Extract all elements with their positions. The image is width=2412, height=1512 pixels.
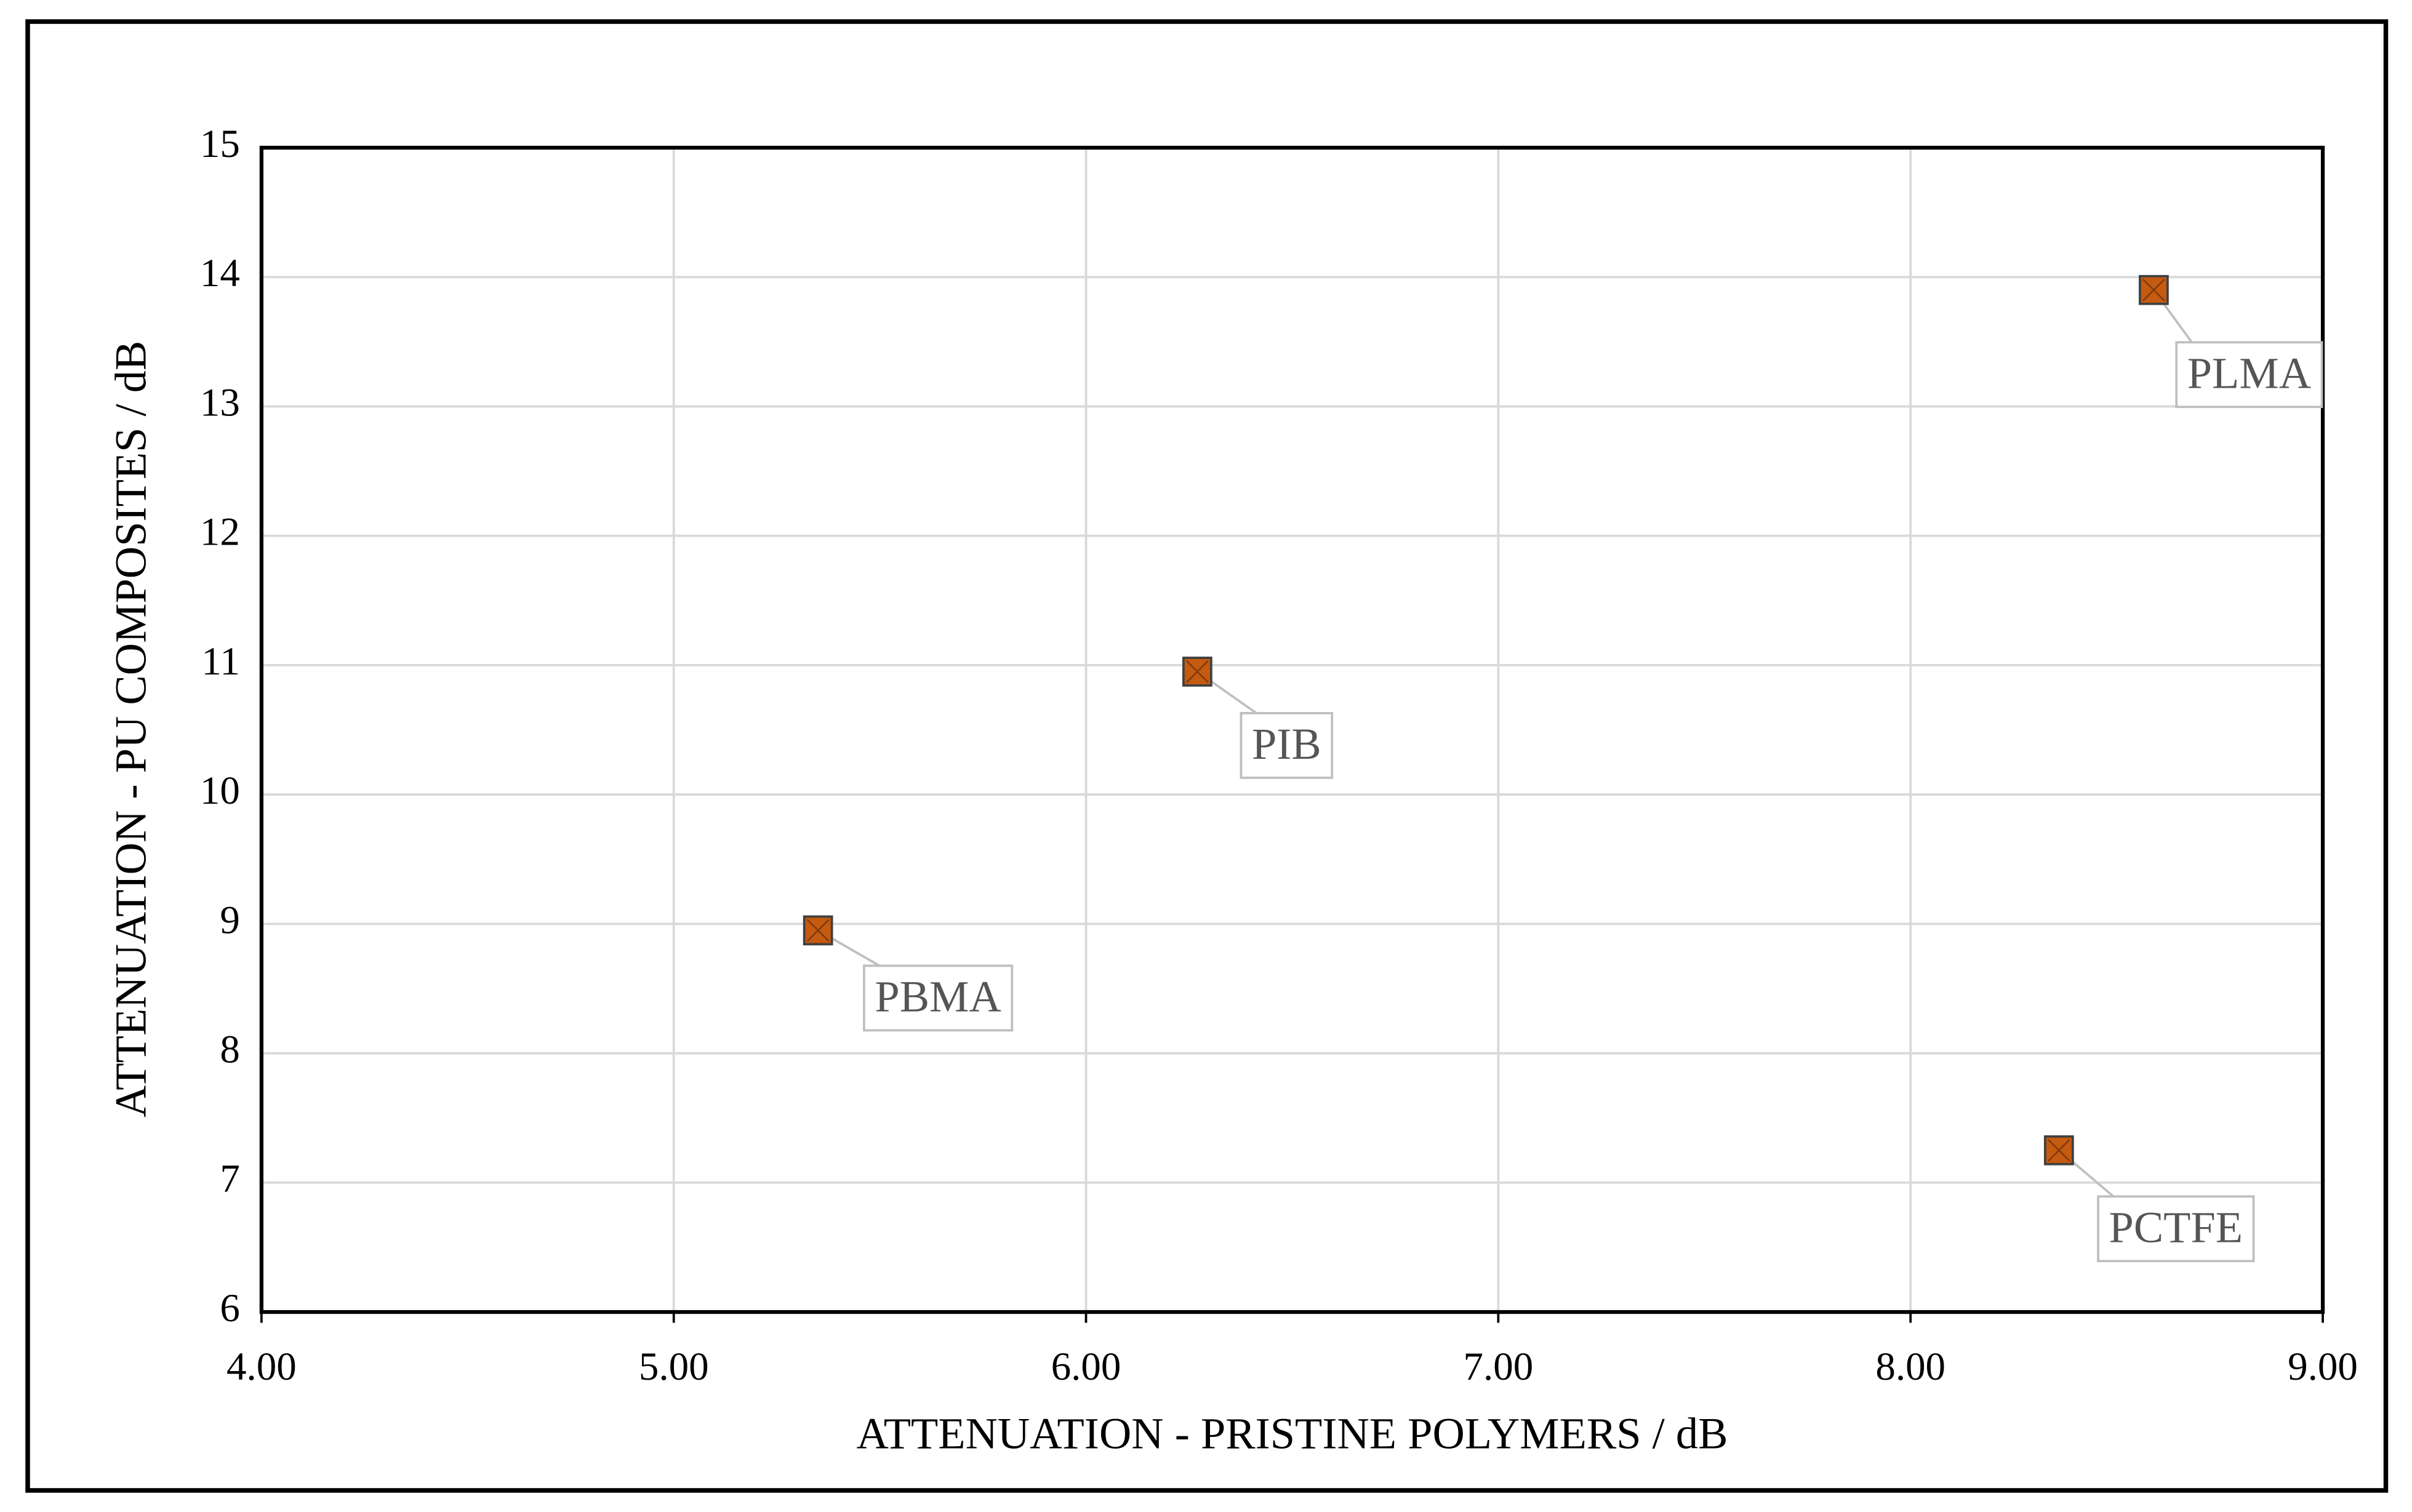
label-box bbox=[2175, 341, 2323, 409]
point-cross bbox=[2047, 1138, 2070, 1162]
point-label: PIB bbox=[1252, 719, 1321, 769]
point-label: PCTFE bbox=[2109, 1202, 2243, 1252]
x-tick-label: 9.00 bbox=[2288, 1345, 2358, 1389]
y-tick-label: 9 bbox=[220, 898, 239, 942]
plot-border bbox=[259, 145, 2325, 1314]
chart-frame bbox=[25, 19, 2389, 1493]
x-tick-label: 7.00 bbox=[1464, 1345, 1534, 1389]
y-tick-label: 10 bbox=[200, 769, 240, 813]
y-tick-label: 11 bbox=[201, 639, 240, 684]
y-tick-label: 15 bbox=[200, 122, 240, 166]
label-box bbox=[863, 964, 1014, 1032]
label-box bbox=[2097, 1195, 2255, 1263]
point-label: PLMA bbox=[2187, 348, 2311, 398]
y-tick-label: 8 bbox=[220, 1027, 239, 1071]
y-tick-label: 12 bbox=[200, 510, 240, 554]
y-axis-title: ATTENUATION - PU COMPOSITES / dB bbox=[106, 341, 156, 1118]
x-tick-label: 5.00 bbox=[639, 1345, 709, 1389]
y-tick-label: 14 bbox=[200, 251, 240, 295]
label-box bbox=[1240, 712, 1334, 779]
point-cross bbox=[1186, 660, 1209, 683]
x-axis-title: ATTENUATION - PRISTINE POLYMERS / dB bbox=[856, 1409, 1728, 1458]
x-tick-label: 8.00 bbox=[1875, 1345, 1945, 1389]
y-tick-label: 7 bbox=[220, 1157, 239, 1201]
point-cross bbox=[806, 919, 830, 942]
point-label: PBMA bbox=[875, 971, 1001, 1021]
point-cross bbox=[2142, 278, 2165, 302]
y-tick-label: 6 bbox=[220, 1286, 239, 1330]
x-tick-label: 4.00 bbox=[226, 1345, 297, 1389]
x-tick-label: 6.00 bbox=[1051, 1345, 1121, 1389]
y-tick-label: 13 bbox=[200, 380, 240, 425]
